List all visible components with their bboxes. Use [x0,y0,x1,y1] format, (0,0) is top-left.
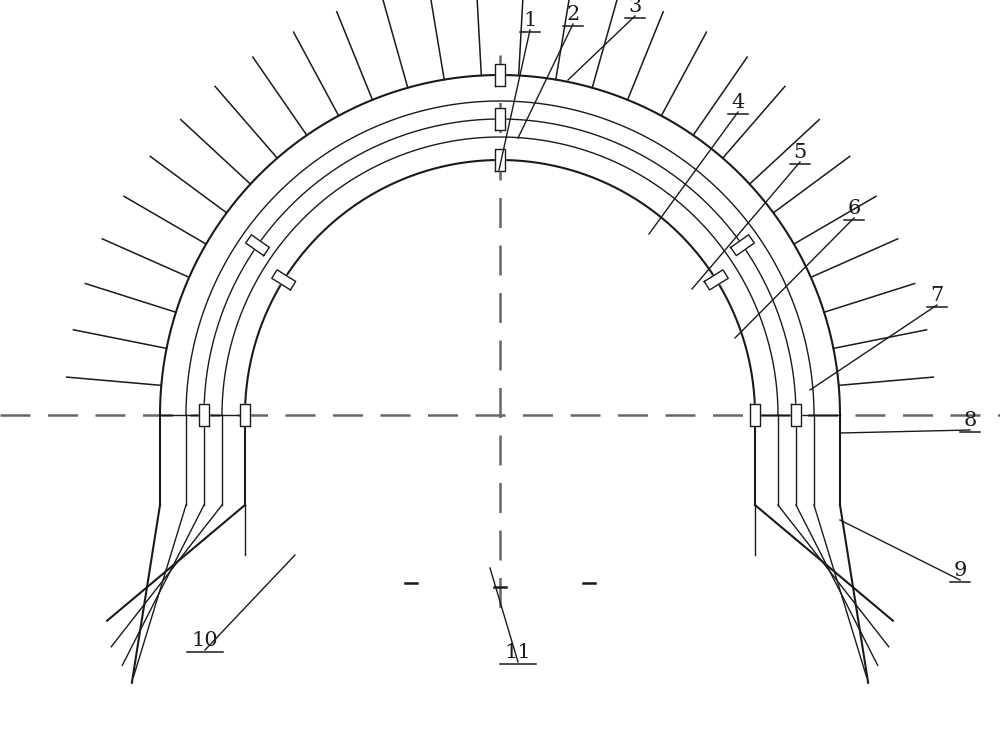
Text: 6: 6 [847,199,861,218]
Text: 7: 7 [930,286,944,305]
Polygon shape [246,235,269,256]
Polygon shape [240,404,250,426]
Text: 4: 4 [731,93,745,112]
Polygon shape [791,404,801,426]
Text: 3: 3 [628,0,642,16]
Polygon shape [495,108,505,130]
Polygon shape [199,404,209,426]
Text: 5: 5 [793,143,807,162]
Polygon shape [704,270,728,290]
Text: 8: 8 [963,411,977,430]
Polygon shape [731,235,754,256]
Polygon shape [272,270,296,290]
Text: 10: 10 [192,631,218,650]
Polygon shape [495,64,505,86]
Polygon shape [750,404,760,426]
Text: 2: 2 [566,5,580,24]
Text: 1: 1 [523,11,537,30]
Text: 9: 9 [953,561,967,580]
Polygon shape [495,149,505,171]
Text: 11: 11 [505,643,531,662]
